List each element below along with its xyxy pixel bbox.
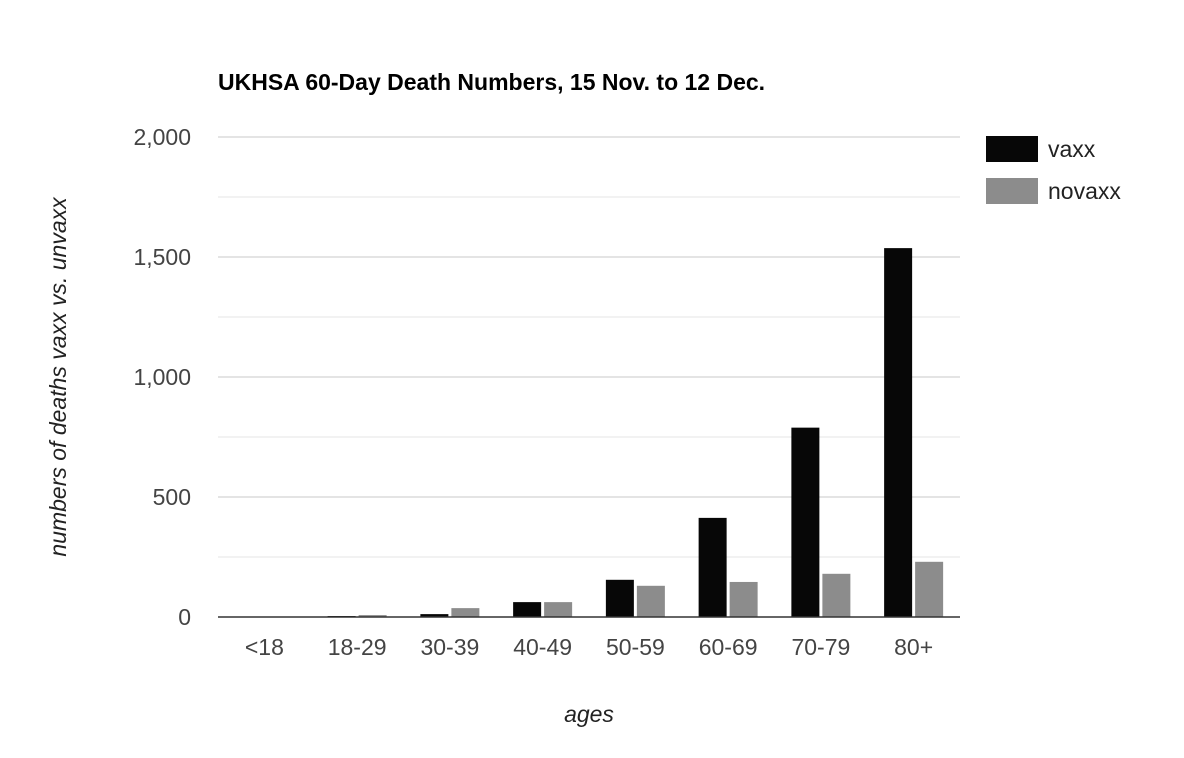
bar-novaxx-18-29 — [358, 615, 387, 617]
bar-vaxx-70-79 — [791, 427, 820, 617]
x-axis-title: ages — [564, 701, 614, 727]
x-tick-label: 40-49 — [513, 634, 572, 660]
bar-novaxx-80+ — [915, 561, 944, 617]
x-axis-ticks: <18 18-29 30-39 40-49 50-59 60-69 70-79 80+ — [245, 634, 933, 660]
legend-label-novaxx: novaxx — [1048, 178, 1121, 204]
chart-title: UKHSA 60-Day Death Numbers, 15 Nov. to 1… — [218, 69, 765, 95]
bar-vaxx-80+ — [884, 248, 913, 617]
legend-swatch-vaxx — [986, 136, 1038, 162]
legend-label-vaxx: vaxx — [1048, 136, 1096, 162]
x-tick-label: 70-79 — [791, 634, 850, 660]
bars — [234, 248, 944, 617]
y-tick-label: 2,000 — [133, 124, 191, 150]
y-tick-label: 500 — [153, 484, 191, 510]
y-tick-label: 1,000 — [133, 364, 191, 390]
bar-vaxx-50-59 — [605, 579, 634, 617]
y-tick-label: 0 — [178, 604, 191, 630]
bar-novaxx-60-69 — [729, 581, 758, 617]
x-tick-label: 80+ — [894, 634, 933, 660]
legend-swatch-novaxx — [986, 178, 1038, 204]
bar-novaxx-40-49 — [544, 602, 573, 617]
y-tick-label: 1,500 — [133, 244, 191, 270]
bar-vaxx-30-39 — [420, 614, 449, 617]
x-tick-label: 30-39 — [420, 634, 479, 660]
x-tick-label: <18 — [245, 634, 284, 660]
bar-novaxx-70-79 — [822, 573, 851, 617]
y-axis-ticks: 0 500 1,000 1,500 2,000 — [133, 124, 191, 630]
bar-novaxx-50-59 — [636, 585, 665, 617]
legend: vaxx novaxx — [986, 136, 1121, 204]
bar-novaxx-30-39 — [451, 608, 480, 617]
x-tick-label: 60-69 — [699, 634, 758, 660]
y-axis-title: numbers of deaths vaxx vs. unvaxx — [45, 196, 71, 557]
bar-vaxx-40-49 — [513, 602, 542, 617]
bar-vaxx-60-69 — [698, 517, 727, 617]
gridlines — [218, 136, 960, 558]
x-tick-label: 50-59 — [606, 634, 665, 660]
x-tick-label: 18-29 — [328, 634, 387, 660]
